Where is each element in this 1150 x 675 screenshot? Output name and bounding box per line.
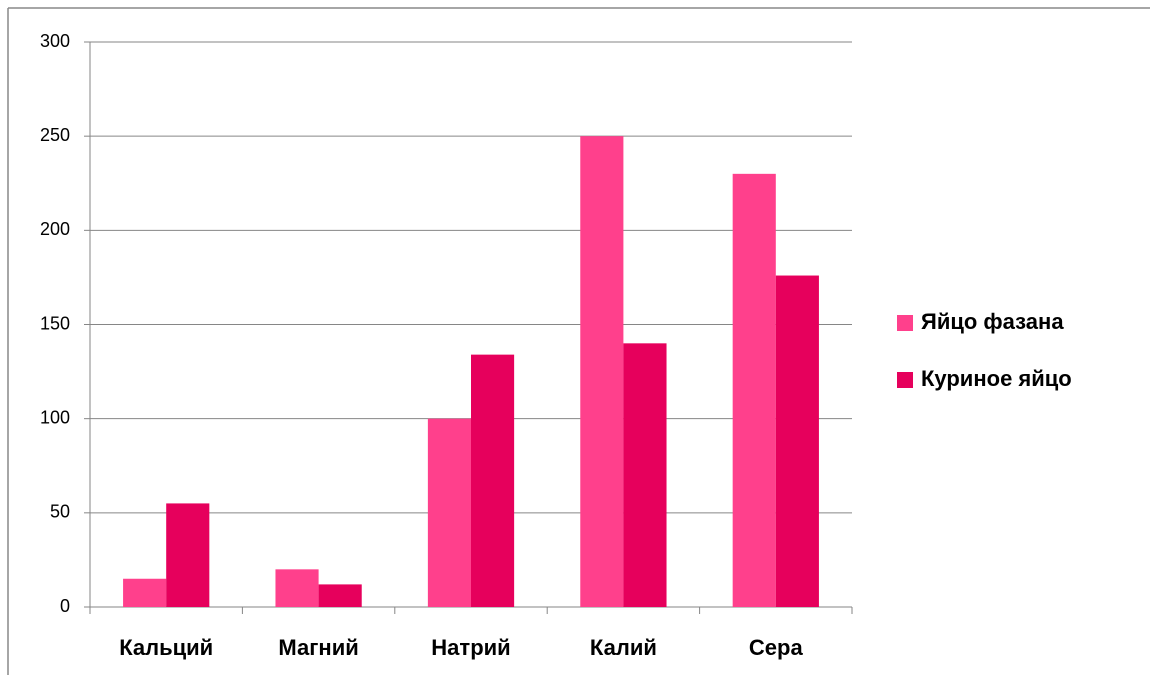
legend-label: Яйцо фазана <box>921 309 1064 334</box>
x-tick-label: Натрий <box>431 635 510 660</box>
x-tick-label: Сера <box>749 635 804 660</box>
y-tick-label: 300 <box>40 31 70 51</box>
bar <box>427 418 471 607</box>
bar <box>775 275 819 607</box>
x-tick-label: Магний <box>278 635 358 660</box>
legend-swatch <box>897 372 913 388</box>
bar <box>123 578 167 607</box>
y-tick-label: 250 <box>40 125 70 145</box>
bar <box>275 569 319 607</box>
bar <box>732 173 776 608</box>
bar <box>318 584 362 607</box>
legend-label: Куриное яйцо <box>921 366 1072 391</box>
bar <box>471 354 515 607</box>
y-tick-label: 0 <box>60 596 70 616</box>
y-tick-label: 200 <box>40 219 70 239</box>
x-tick-label: Кальций <box>119 635 213 660</box>
x-tick-label: Калий <box>590 635 657 660</box>
legend-swatch <box>897 315 913 331</box>
y-tick-label: 150 <box>40 313 70 333</box>
bar <box>580 136 624 607</box>
y-tick-label: 100 <box>40 407 70 427</box>
bar <box>166 503 210 607</box>
bar <box>623 343 667 607</box>
y-tick-label: 50 <box>50 502 70 522</box>
